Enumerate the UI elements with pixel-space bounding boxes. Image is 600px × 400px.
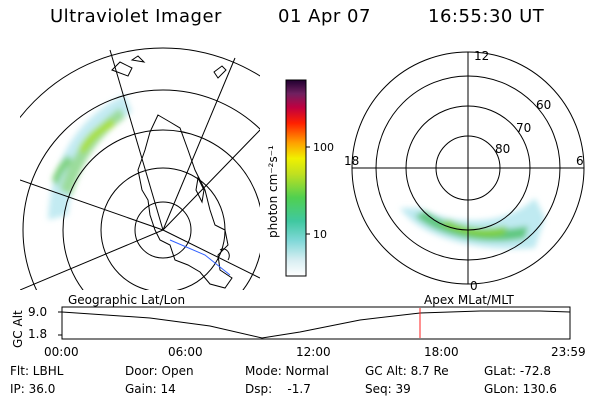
gain-status: Gain: 14 <box>125 382 176 396</box>
mlt-label-0: 0 <box>470 279 478 293</box>
observation-time: 16:55:30 UT <box>428 6 545 27</box>
longitude-grid <box>20 49 260 290</box>
timeline-left-label: Geographic Lat/Lon <box>68 293 186 307</box>
polar-aurora-emission <box>400 198 545 249</box>
timeline-xtick-1800: 18:00 <box>424 345 459 359</box>
header: Ultraviolet Imager 01 Apr 07 16:55:30 UT <box>0 6 600 32</box>
timeline-xtick-0600: 06:00 <box>168 345 203 359</box>
mlt-label-6: 6 <box>576 154 584 168</box>
lat-label-60: 60 <box>536 98 551 112</box>
gc-alt-status: GC Alt: 8.7 Re <box>365 364 449 378</box>
timeline-xtick-2359: 23:59 <box>551 345 586 359</box>
timeline-frame <box>61 306 571 340</box>
mode-status: Mode: Normal <box>245 364 329 378</box>
timeline-ytick-9: 9.0 <box>28 305 47 319</box>
gc-alt-curve <box>61 310 571 339</box>
dsp-status: Dsp: -1.7 <box>245 382 311 396</box>
seq-status: Seq: 39 <box>365 382 411 396</box>
geographic-map-panel <box>20 47 260 290</box>
glon-status: GLon: 130.6 <box>484 382 557 396</box>
lat-label-80: 80 <box>495 142 510 156</box>
aurora-emission-band <box>48 95 132 220</box>
colorbar-tick-10: 10 <box>313 228 327 241</box>
polar-mlt-plot: 12 6 0 18 60 70 80 <box>344 49 585 293</box>
timeline-xtick-1200: 12:00 <box>296 345 331 359</box>
glat-status: GLat: -72.8 <box>484 364 551 378</box>
mlt-label-18: 18 <box>344 154 359 168</box>
ip-status: IP: 36.0 <box>10 382 56 396</box>
satellite-track <box>169 239 231 276</box>
instrument-status-footer: Flt: LBHL IP: 36.0 Door: Open Gain: 14 M… <box>0 360 600 400</box>
timeline-axis-title: GC Alt <box>11 310 25 348</box>
timeline-ytick-1.8: 1.8 <box>28 327 47 341</box>
colorbar: 100 10 photon cm⁻²s⁻¹ <box>250 78 340 278</box>
gc-alt-timeline: GC Alt 9.0 1.8 00:00 06:00 12:00 18:00 2… <box>11 305 586 359</box>
instrument-title: Ultraviolet Imager <box>50 6 222 27</box>
colorbar-gradient <box>285 79 307 277</box>
mlt-label-12: 12 <box>474 49 489 63</box>
observation-date: 01 Apr 07 <box>278 6 371 27</box>
latitude-grid <box>20 47 260 290</box>
timeline-right-label: Apex MLat/MLT <box>424 293 514 307</box>
colorbar-tick-100: 100 <box>313 141 334 154</box>
colorbar-unit-label: photon cm⁻²s⁻¹ <box>266 145 280 238</box>
timeline-xtick-0000: 00:00 <box>44 345 79 359</box>
door-status: Door: Open <box>125 364 194 378</box>
filter-status: Flt: LBHL <box>10 364 64 378</box>
lat-label-70: 70 <box>516 121 531 135</box>
